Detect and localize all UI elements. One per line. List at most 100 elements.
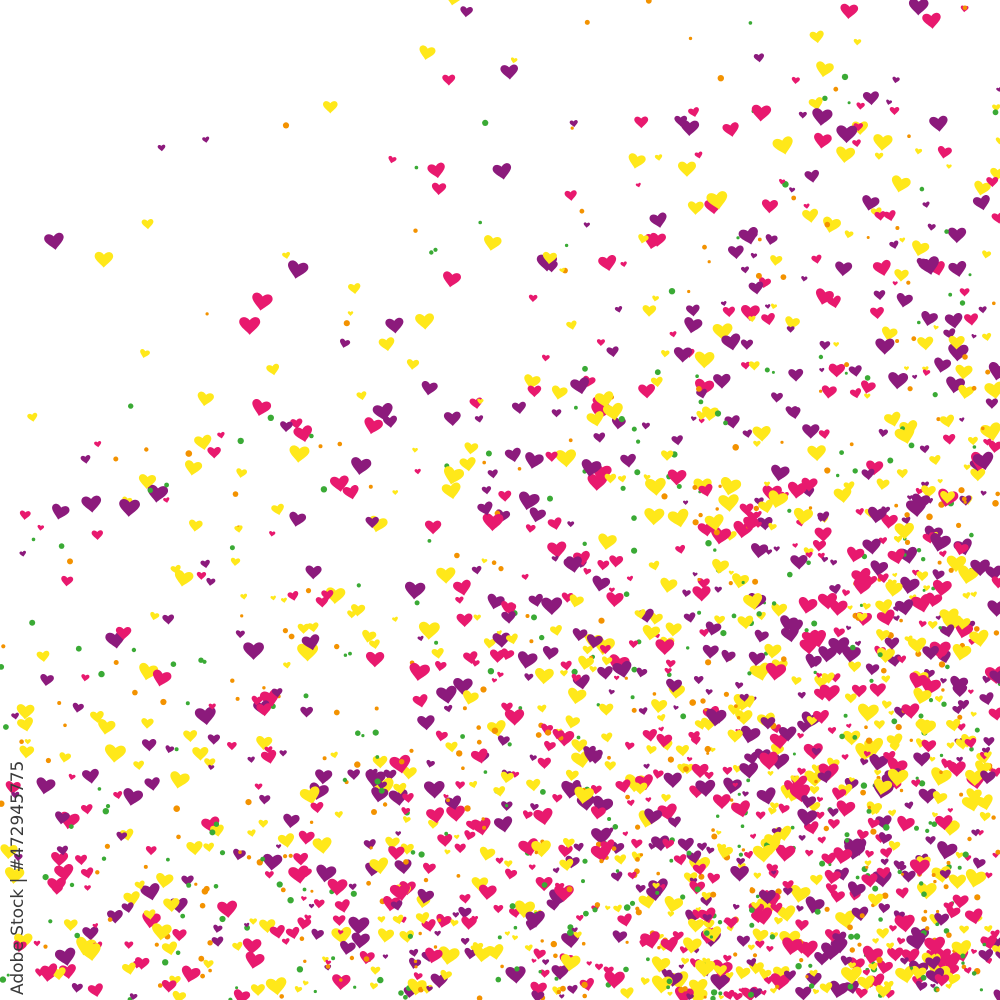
- confetti-dot: [895, 724, 902, 731]
- heart-icon: [348, 916, 370, 935]
- heart-icon: [907, 495, 913, 501]
- heart-icon: [365, 516, 379, 529]
- heart-icon: [304, 914, 312, 921]
- heart-icon: [716, 830, 722, 836]
- heart-icon: [119, 499, 140, 517]
- heart-icon: [969, 629, 989, 647]
- heart-icon: [742, 429, 752, 438]
- heart-icon: [732, 903, 740, 910]
- heart-icon: [666, 678, 683, 693]
- heart-icon: [207, 734, 221, 745]
- heart-icon: [54, 863, 74, 881]
- heart-icon: [742, 791, 749, 797]
- heart-icon: [663, 772, 682, 789]
- heart-icon: [988, 361, 1000, 381]
- confetti-dot: [635, 909, 642, 916]
- heart-icon: [731, 800, 750, 818]
- heart-icon: [425, 947, 443, 964]
- heart-icon: [687, 201, 704, 215]
- heart-icon: [909, 672, 928, 689]
- heart-icon: [262, 853, 283, 871]
- heart-icon: [551, 409, 562, 418]
- confetti-dot: [518, 706, 523, 710]
- confetti-dot: [939, 753, 944, 758]
- heart-icon: [642, 305, 657, 317]
- confetti-dot: [497, 935, 502, 940]
- heart-icon: [906, 933, 926, 951]
- confetti-dot: [883, 824, 890, 831]
- heart-icon: [897, 655, 907, 664]
- heart-icon: [365, 651, 385, 668]
- heart-icon: [972, 451, 994, 471]
- heart-icon: [698, 418, 705, 424]
- heart-icon: [952, 705, 963, 715]
- confetti-dot: [564, 243, 569, 248]
- heart-icon: [347, 769, 360, 780]
- heart-icon: [706, 846, 715, 854]
- heart-icon: [722, 122, 739, 137]
- confetti-dot: [870, 828, 877, 835]
- heart-icon: [152, 669, 172, 687]
- heart-icon: [395, 831, 402, 837]
- confetti-dot: [855, 875, 860, 880]
- heart-icon: [141, 739, 157, 752]
- confetti-dot: [974, 626, 980, 632]
- heart-icon: [842, 589, 850, 597]
- heart-icon: [310, 801, 324, 814]
- heart-icon: [469, 780, 478, 789]
- heart-icon: [983, 438, 992, 446]
- heart-icon: [651, 956, 671, 973]
- confetti-dot: [482, 825, 487, 830]
- confetti-dot: [464, 805, 471, 812]
- heart-icon: [94, 441, 102, 448]
- confetti-dot: [228, 997, 233, 1000]
- heart-icon: [530, 803, 539, 811]
- heart-icon: [542, 251, 557, 265]
- heart-icon: [547, 517, 562, 530]
- heart-icon: [481, 486, 492, 495]
- confetti-dot: [849, 442, 854, 447]
- heart-icon: [913, 752, 931, 767]
- heart-icon: [802, 424, 820, 439]
- heart-icon: [944, 313, 963, 329]
- heart-icon: [571, 739, 588, 753]
- confetti-dot: [209, 829, 216, 836]
- heart-icon: [661, 350, 670, 358]
- heart-icon: [673, 705, 679, 711]
- heart-icon: [755, 940, 765, 949]
- heart-icon: [692, 586, 711, 602]
- confetti-dot: [343, 320, 350, 327]
- heart-icon: [551, 965, 569, 980]
- heart-icon: [937, 841, 958, 860]
- heart-icon: [365, 769, 386, 788]
- heart-icon: [638, 707, 648, 715]
- heart-icon: [755, 665, 770, 678]
- heart-icon: [952, 684, 967, 698]
- heart-icon: [849, 388, 862, 399]
- heart-icon: [848, 957, 865, 972]
- confetti-dot: [235, 696, 240, 701]
- confetti-dot: [631, 666, 638, 673]
- heart-icon: [748, 361, 760, 371]
- confetti-dot: [962, 5, 968, 11]
- heart-icon: [497, 735, 510, 746]
- confetti-dot: [63, 723, 67, 728]
- heart-icon: [817, 552, 825, 559]
- heart-icon: [921, 485, 936, 498]
- heart-icon: [598, 533, 617, 550]
- confetti-dot: [143, 864, 148, 869]
- heart-icon: [247, 829, 256, 837]
- confetti-dot: [741, 848, 746, 852]
- heart-icon: [258, 819, 269, 828]
- heart-icon: [750, 833, 757, 840]
- confetti-dot: [823, 825, 829, 832]
- heart-icon: [810, 874, 823, 886]
- heart-icon: [970, 559, 990, 577]
- heart-icon: [834, 867, 849, 881]
- heart-icon: [982, 250, 992, 259]
- heart-icon: [790, 884, 811, 903]
- confetti-dot: [932, 392, 938, 398]
- heart-icon: [701, 891, 712, 901]
- confetti-dot: [914, 825, 919, 831]
- heart-icon: [134, 957, 150, 970]
